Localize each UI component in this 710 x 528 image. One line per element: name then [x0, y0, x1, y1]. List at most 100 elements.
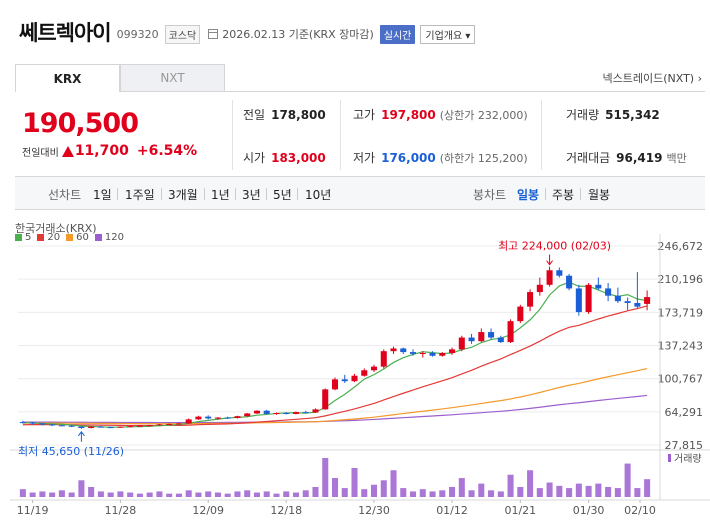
candle-body [39, 423, 46, 425]
x-tick-label: 01/12 [436, 504, 468, 517]
company-overview-button[interactable]: 기업개요 ▾ [420, 24, 476, 44]
candle-body [156, 424, 163, 426]
stat-label: 저가 [353, 151, 376, 165]
volume-bar [156, 491, 163, 497]
volume-bar [322, 458, 329, 497]
period-3y[interactable]: 3년 [242, 188, 261, 202]
candle-body [644, 297, 651, 304]
candle-body [214, 417, 221, 419]
candle-body [253, 410, 260, 414]
candle-body [146, 425, 153, 427]
period-1w[interactable]: 1주일 [125, 188, 155, 202]
y-tick-label: 246,672 [658, 240, 704, 253]
candle-body [361, 370, 368, 376]
candle-body [449, 349, 456, 353]
candle-body [527, 292, 534, 307]
volume-bar [117, 491, 124, 497]
volume-bar [585, 485, 592, 497]
y-tick-label: 173,719 [658, 306, 704, 319]
candle-body [175, 423, 182, 425]
volume-bar [624, 463, 631, 497]
tab-nxt[interactable]: NXT [120, 64, 225, 92]
legend-label: 60 [76, 232, 89, 243]
candle-body [331, 379, 339, 390]
divider [580, 188, 581, 200]
candle-weekly[interactable]: 주봉 [552, 188, 575, 202]
period-1d[interactable]: 1일 [93, 188, 112, 202]
chart-toolbar: 선차트 1일 1주일 3개월 1년 3년 5년 10년 봉차트 일봉 주봉 월봉 [15, 176, 705, 210]
candle-body [78, 426, 85, 429]
x-tick-label: 11/28 [105, 504, 137, 517]
candle-body [429, 352, 436, 356]
live-badge[interactable]: 실시간 [379, 24, 416, 44]
candle-body [458, 337, 465, 350]
volume-bar [58, 490, 65, 497]
x-tick-label: 01/30 [573, 504, 605, 517]
candle-body [136, 425, 143, 427]
x-tick-label: 02/10 [624, 504, 656, 517]
period-5y[interactable]: 5년 [273, 188, 292, 202]
volume-label: 거래량 [674, 453, 702, 465]
volume-bar [195, 492, 202, 497]
candle-body [263, 410, 270, 414]
candle-chart-button[interactable]: 봉차트 [473, 188, 507, 202]
x-tick-label: 11/19 [17, 504, 49, 517]
ma20-line [22, 305, 648, 427]
volume-bar [175, 493, 182, 497]
change-label: 전일대비 [22, 147, 59, 159]
candle-body [166, 423, 173, 425]
exchange-tabs: KRX NXT [15, 64, 225, 92]
candle-monthly[interactable]: 월봉 [588, 188, 611, 202]
candle-body [380, 351, 387, 367]
candle-body [29, 422, 36, 424]
volume-bar [429, 491, 436, 497]
volume-bar [136, 493, 143, 497]
divider [266, 188, 267, 200]
exchange-label: 한국거래소(KRX) [15, 222, 97, 235]
divider [340, 100, 341, 170]
candle-body [302, 412, 309, 414]
period-1y[interactable]: 1년 [211, 188, 230, 202]
candle-daily[interactable]: 일봉 [517, 188, 540, 202]
volume-bar [575, 483, 582, 497]
nextrade-link[interactable]: 넥스트레이드(NXT) › [602, 72, 703, 85]
calendar-icon [208, 29, 219, 39]
period-3m[interactable]: 3개월 [168, 188, 198, 202]
volume-bar [205, 491, 212, 497]
candle-body [283, 413, 290, 415]
candle-body [536, 284, 543, 293]
volume-bar [263, 491, 270, 497]
volume-bar [595, 483, 602, 497]
candle-body [439, 352, 446, 356]
candle-body [58, 425, 65, 427]
stat-label: 전일 [243, 108, 266, 122]
min-arrow-head [78, 430, 85, 437]
upper-limit: (상한가 232,000) [439, 109, 528, 122]
candle-body [107, 427, 114, 429]
candle-body [546, 270, 553, 285]
candle-body [507, 321, 514, 343]
candle-body [312, 409, 319, 413]
max-arrow-head [546, 260, 553, 266]
price-chart[interactable]: 246,672 210,196 173,719 137,243 100,767 64,29… [0, 216, 710, 528]
y-tick-label: 137,243 [658, 340, 704, 353]
line-chart-button[interactable]: 선차트 [48, 188, 82, 202]
period-10y[interactable]: 10년 [305, 188, 332, 202]
stat-volume: 거래량 515,342 [566, 106, 660, 123]
candle-body [400, 348, 407, 353]
candle-body [614, 295, 621, 302]
tab-krx[interactable]: KRX [15, 64, 120, 92]
y-tick-label: 210,196 [658, 273, 704, 286]
candle-body [185, 419, 192, 424]
legend-swatch [94, 234, 102, 241]
legend-ma20: 20 [37, 232, 60, 243]
price-change: 전일대비 11,700 +6.54% [22, 143, 197, 159]
volume-bar [29, 492, 36, 497]
divider [545, 188, 546, 200]
volume-bar [224, 493, 231, 497]
stat-label: 거래대금 [566, 151, 611, 165]
candle-body [127, 426, 134, 428]
candle-body [390, 348, 397, 352]
ma120-line [22, 394, 648, 424]
x-tick-label: 12/09 [192, 504, 224, 517]
